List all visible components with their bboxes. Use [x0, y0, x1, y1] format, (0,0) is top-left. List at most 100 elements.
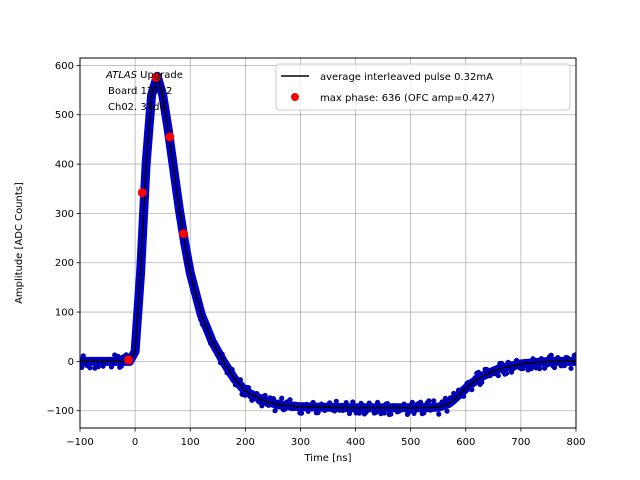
sample-point [401, 401, 407, 407]
sample-point [431, 398, 437, 404]
sample-point [350, 399, 356, 405]
max-phase-point [165, 132, 175, 142]
max-phase-point [151, 72, 161, 82]
sample-point [388, 411, 394, 417]
sample-point [548, 352, 554, 358]
data-layer [80, 71, 576, 417]
x-tick-label: 600 [456, 437, 475, 448]
sample-point [87, 365, 93, 371]
annotation-line-3: Ch02. 35dB [108, 102, 166, 113]
sample-point [279, 395, 285, 401]
x-tick-label: 800 [566, 437, 585, 448]
sample-point [384, 401, 391, 407]
sample-point [499, 360, 505, 366]
sample-point [290, 405, 296, 412]
annotation-upgrade: Upgrade [137, 70, 183, 81]
sample-point [495, 373, 501, 379]
sample-point [469, 387, 475, 393]
plot-frame [79, 57, 577, 429]
sample-point [442, 395, 448, 401]
sample-point [315, 409, 321, 416]
x-tick-label: 500 [401, 437, 420, 448]
sample-point [242, 392, 248, 398]
x-tick-label: 700 [511, 437, 530, 448]
sample-point [532, 357, 538, 363]
sample-point [100, 363, 106, 369]
sample-point [573, 352, 576, 358]
sample-point [303, 401, 310, 407]
sample-point [343, 400, 349, 406]
sample-point [406, 409, 412, 415]
sample-point [287, 397, 293, 403]
sample-point [219, 351, 225, 357]
sample-point [366, 400, 372, 406]
sample-point [110, 361, 116, 367]
sample-point [246, 385, 252, 391]
sample-point [270, 396, 276, 402]
legend-box [275, 63, 571, 111]
y-tick-label: 100 [55, 308, 74, 319]
sample-point [426, 398, 432, 404]
sample-point [413, 407, 419, 413]
x-tick-label: 0 [132, 437, 138, 448]
y-tick-label: 0 [68, 357, 74, 368]
y-axis-label: Amplitude [ADC Counts] [14, 182, 25, 304]
sample-point [451, 390, 457, 396]
sample-point [265, 402, 272, 408]
sample-point [332, 408, 338, 414]
annotation-line-2: Board 17722 [108, 86, 172, 97]
sample-point [115, 353, 121, 359]
y-tick-label: 400 [55, 160, 74, 171]
sample-point [118, 363, 124, 369]
sample-point [484, 366, 490, 372]
sample-point [528, 366, 535, 372]
sample-point [461, 393, 467, 399]
x-tick-label: 100 [181, 437, 200, 448]
y-tick-label: 600 [55, 61, 74, 72]
x-tick-label: 200 [236, 437, 255, 448]
y-tick-label: 500 [55, 110, 74, 121]
annotation-line-1: ATLAS Upgrade [105, 70, 183, 81]
sample-point [282, 406, 288, 412]
x-axis-label: Time [ns] [303, 453, 351, 464]
sample-point [82, 357, 88, 363]
sample-point [568, 365, 574, 371]
legend-label-max-phase: max phase: 636 (OFC amp=0.427) [320, 93, 495, 104]
max-phase-point [137, 188, 147, 198]
sample-point [346, 410, 353, 417]
sample-point [237, 377, 243, 383]
annotation: ATLAS Upgrade Board 17722 Ch02. 35dB [105, 70, 183, 113]
y-tick-label: 300 [55, 209, 74, 220]
sample-point [479, 379, 485, 385]
average-pulse-line [80, 73, 576, 409]
sample-point [421, 410, 427, 416]
sample-point [504, 370, 510, 376]
sample-point [551, 364, 558, 371]
max-phase-point [179, 229, 189, 239]
sample-point [333, 398, 339, 404]
sample-point [520, 365, 526, 371]
sample-point [356, 410, 362, 416]
sample-point [95, 364, 101, 370]
sample-point [449, 394, 455, 400]
sample-point [229, 366, 235, 373]
sample-point [254, 391, 260, 397]
sample-point [298, 410, 305, 416]
sample-point [217, 360, 224, 366]
sample-point [360, 404, 366, 410]
sample-point [475, 369, 482, 375]
legend-label-average-pulse: average interleaved pulse 0.32mA [320, 72, 493, 83]
sample-point [444, 408, 450, 414]
legend-point-swatch [291, 93, 299, 101]
sample-point [409, 399, 415, 405]
sample-point [418, 399, 424, 405]
ticks: −100 0 100 200 300 400 500 600 700 800 −100 0 100 200… [47, 61, 586, 448]
max-phase-point [123, 355, 133, 365]
sample-point [375, 399, 381, 405]
sample-point [545, 362, 551, 368]
x-tick-label: 400 [346, 437, 365, 448]
sample-point [259, 403, 265, 409]
sample-point [472, 375, 478, 381]
legend: average interleaved pulse 0.32mA max pha… [275, 63, 571, 111]
